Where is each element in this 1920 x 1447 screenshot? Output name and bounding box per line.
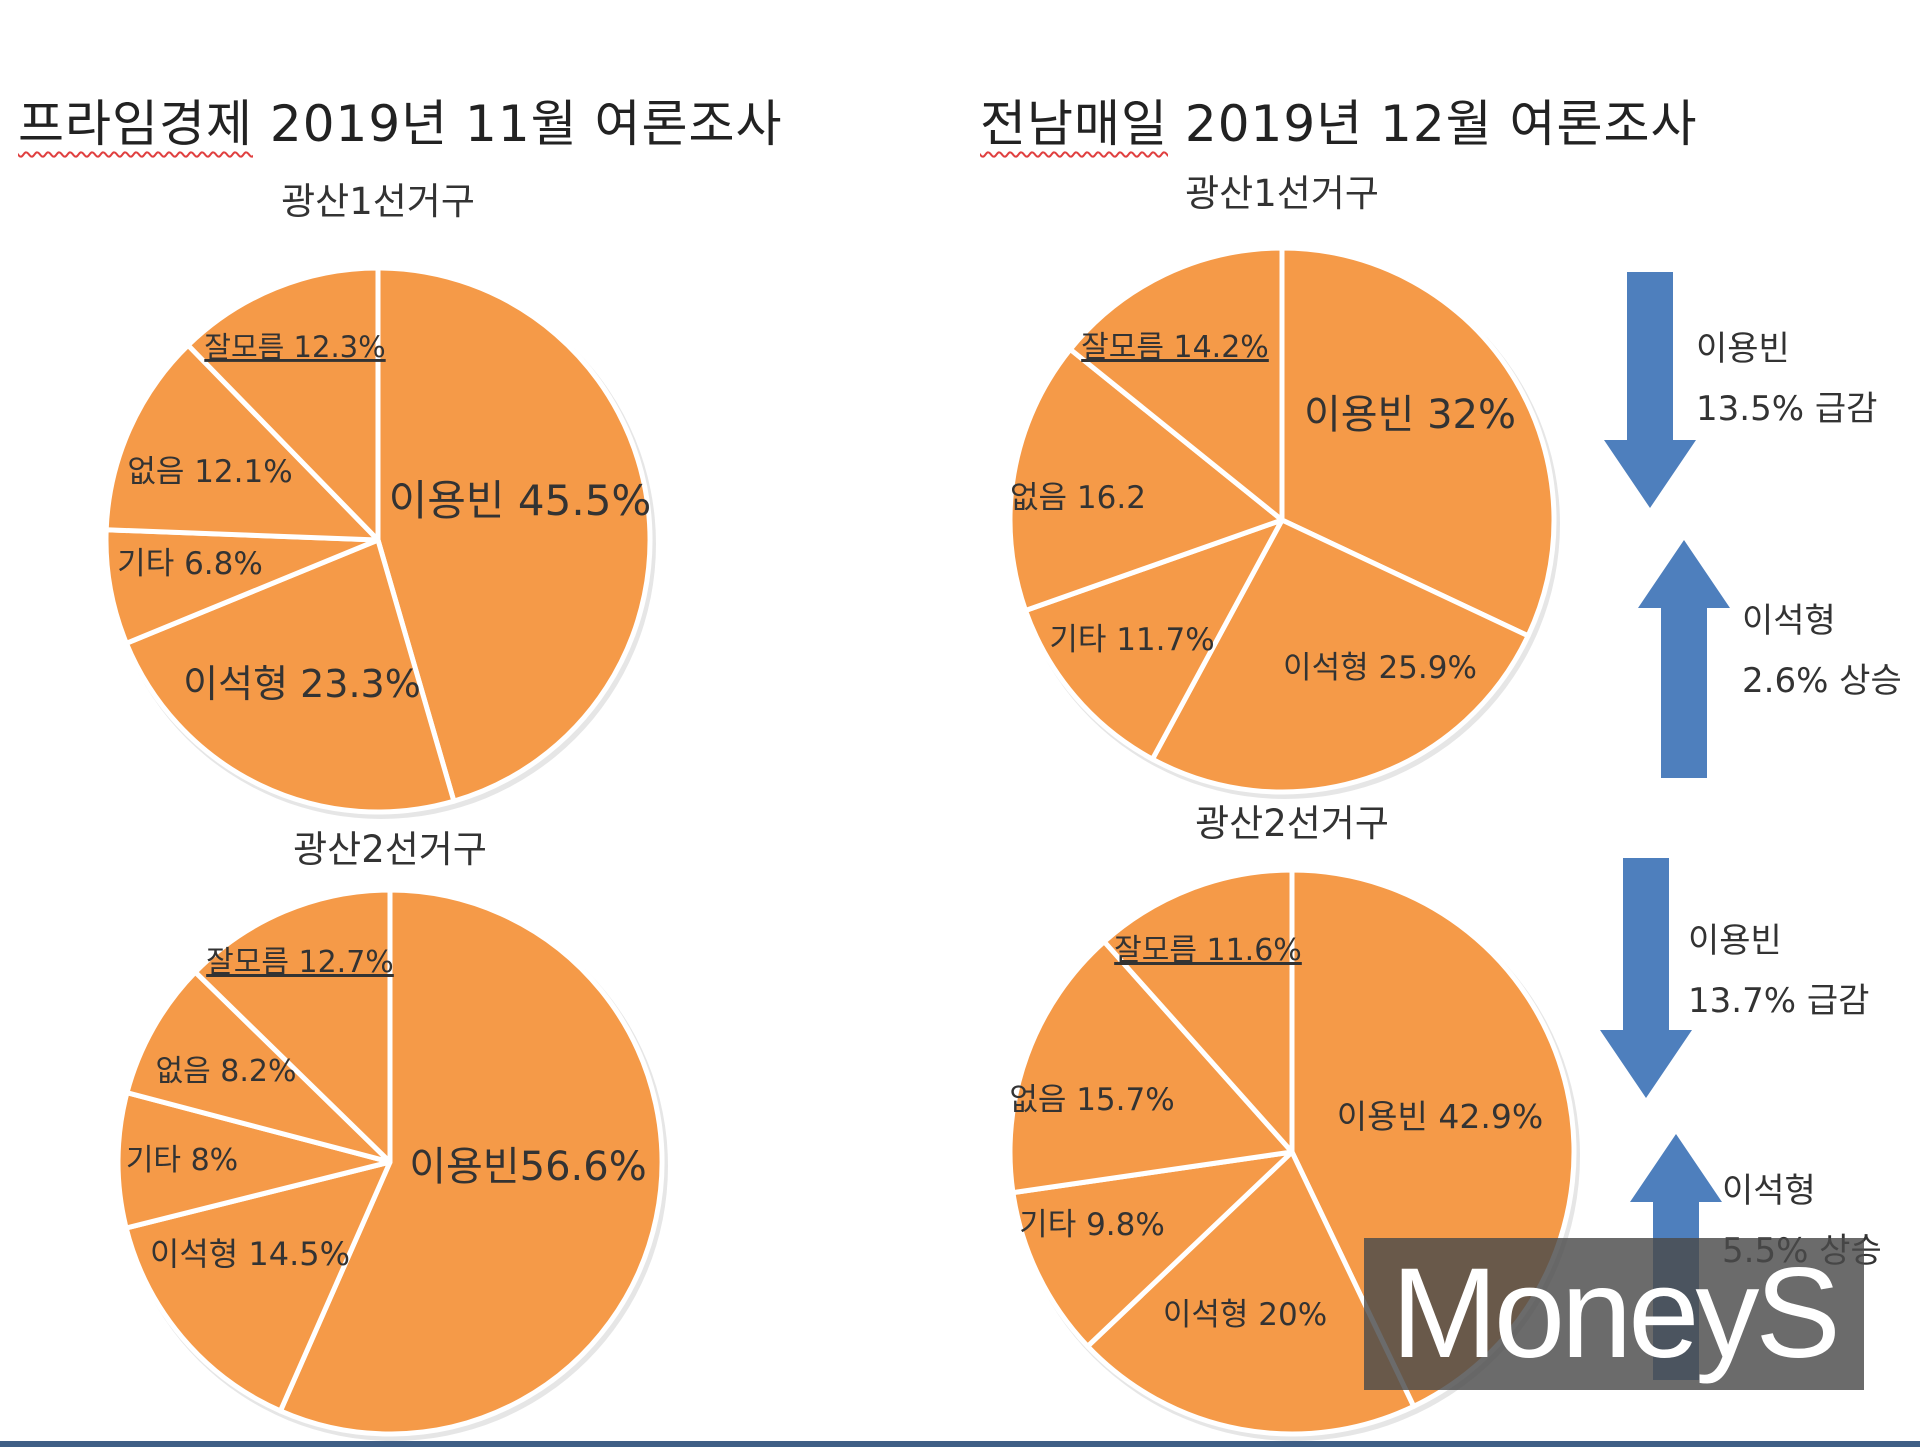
pie-slice-이석형 (123, 1159, 393, 1414)
slice-label: 잘모름 11.6% (1114, 933, 1302, 968)
pie-slice-이용빈 (277, 887, 665, 1437)
pie-slice-없음 (124, 969, 393, 1165)
change-arrow-down: 이용빈 13.5% 급감 (1604, 272, 1877, 508)
change-candidate: 이용빈 (1688, 921, 1782, 961)
change-value: 2.6% 상승 (1742, 661, 1902, 701)
pie-slice-잘모름 (1101, 867, 1295, 1155)
pie-slice-기타 (1010, 1149, 1295, 1349)
change-arrow-down: 이용빈 13.7% 급감 (1600, 858, 1869, 1098)
slice-label: 기타 8% (126, 1143, 238, 1178)
left-survey-date: 2019년 11월 여론조사 (253, 95, 783, 153)
pie-slice-이용빈 (375, 265, 653, 804)
slice-label: 이석형 25.9% (1283, 650, 1477, 686)
slice-label: 이용빈 45.5% (389, 476, 652, 525)
chart-title: 광산2선거구 (293, 828, 487, 871)
pie-slice-잘모름 (1067, 245, 1285, 523)
right-survey-title: 전남매일 2019년 12월 여론조사 (980, 84, 1698, 156)
bottom-divider (0, 1441, 1920, 1447)
slice-label: 기타 9.8% (1019, 1207, 1165, 1243)
pie-slice-기타 (1023, 517, 1285, 762)
slice-label: 잘모름 12.3% (204, 330, 385, 364)
slice-label: 잘모름 14.2% (1081, 330, 1269, 365)
slice-label: 이용빈 32% (1304, 392, 1516, 438)
chart-title: 광산2선거구 (1195, 802, 1389, 845)
slice-label: 없음 12.1% (127, 454, 292, 490)
pie-slice-없음 (103, 342, 381, 543)
change-candidate: 이석형 (1722, 1171, 1816, 1211)
pie-slice-잘모름 (185, 265, 381, 543)
change-arrow-up: 이석형 2.6% 상승 (1638, 540, 1902, 778)
change-value: 13.5% 급감 (1696, 389, 1877, 429)
left-survey-source: 프라임경제 (18, 95, 253, 153)
slice-label: 없음 8.2% (156, 1054, 297, 1089)
change-value: 13.7% 급감 (1688, 981, 1869, 1021)
slice-label: 이석형 23.3% (183, 662, 421, 706)
slice-label: 없음 15.7% (1009, 1082, 1174, 1118)
moneys-watermark-logo: MoneyS (1364, 1238, 1864, 1390)
left-survey-title: 프라임경제 2019년 11월 여론조사 (18, 84, 783, 156)
down-arrow-icon (1600, 858, 1692, 1098)
slice-label: 이석형 20% (1163, 1297, 1327, 1333)
up-arrow-icon (1638, 540, 1730, 778)
slice-label: 기타 6.8% (117, 546, 263, 582)
chart-title: 광산1선거구 (1185, 172, 1379, 215)
slice-label: 이용빈56.6% (409, 1144, 646, 1190)
pie-slice-잘모름 (192, 887, 393, 1165)
right-survey-date: 2019년 12월 여론조사 (1168, 95, 1698, 153)
pie-slice-이석형 (1085, 1149, 1417, 1437)
change-candidate: 이용빈 (1696, 329, 1790, 369)
slice-label: 기타 11.7% (1049, 622, 1214, 658)
pie-slice-없음 (1007, 939, 1295, 1196)
pie-slice-이용빈 (1279, 245, 1557, 639)
pie-slice-이석형 (123, 537, 457, 815)
change-candidate: 이석형 (1742, 601, 1836, 641)
pie-slice-없음 (1007, 346, 1285, 614)
slice-label: 이석형 14.5% (150, 1235, 350, 1273)
slice-label: 이용빈 42.9% (1337, 1097, 1543, 1136)
slice-label: 잘모름 12.7% (206, 945, 394, 980)
right-survey-source: 전남매일 (980, 95, 1168, 153)
slice-label: 없음 16.2 (1010, 480, 1146, 516)
chart-title: 광산1선거구 (281, 180, 475, 223)
down-arrow-icon (1604, 272, 1696, 508)
pie-slice-기타 (115, 1090, 393, 1231)
